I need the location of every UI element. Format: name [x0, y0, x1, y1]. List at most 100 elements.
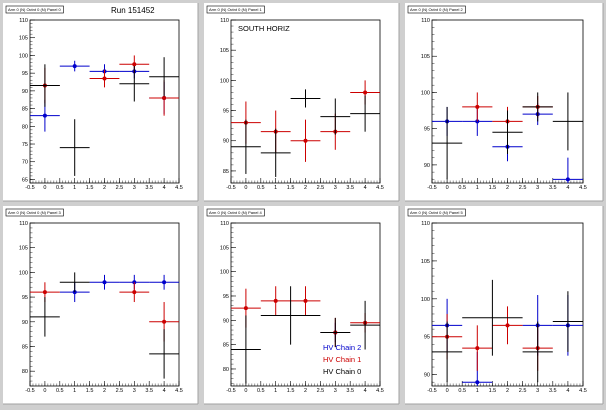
y-tick-label: 110	[220, 221, 229, 227]
x-tick-label: 3	[133, 185, 136, 191]
y-tick-label: 110	[421, 18, 430, 24]
data-point	[132, 290, 137, 295]
plot-frame	[29, 222, 180, 387]
y-tick-label: 110	[19, 18, 28, 24]
y-tick-label: 110	[19, 221, 28, 227]
y-tick-label: 95	[223, 109, 229, 115]
data-point	[475, 104, 480, 109]
series-2	[432, 279, 583, 383]
x-tick-label: 2.5	[519, 185, 527, 191]
x-tick-label: 0.5	[56, 388, 64, 394]
x-tick-label: 3.5	[549, 185, 557, 191]
series-0	[231, 80, 380, 162]
x-tick-label: 1.5	[489, 185, 497, 191]
pad-3: Arm 0 (N) Octnt 0 (N) Panel 2 -0.5 0 0.5 1 1.…	[405, 3, 604, 202]
y-tick-label: 100	[19, 270, 28, 276]
x-tick-label: 2.5	[317, 185, 325, 191]
x-tick-label: 2.5	[317, 388, 325, 394]
data-point	[505, 323, 510, 328]
x-tick-label: 0	[43, 388, 46, 394]
series-1	[231, 89, 380, 177]
legend-entry: HV Chain 0	[323, 367, 361, 376]
x-tick-label: 3	[334, 388, 337, 394]
x-tick-label: 0.5	[257, 185, 265, 191]
x-tick-label: -0.5	[427, 388, 436, 394]
y-tick-label: 85	[22, 107, 28, 113]
x-tick-label: 1	[73, 185, 76, 191]
x-tick-label: 4.5	[376, 185, 384, 191]
plot-frame	[29, 19, 180, 184]
data-point	[303, 298, 308, 303]
x-tick-label: 4	[163, 388, 166, 394]
y-tick-label: 100	[220, 78, 229, 84]
x-tick-label: 4.5	[175, 185, 183, 191]
pad-title-box	[5, 208, 64, 217]
x-tick-label: 2	[103, 388, 106, 394]
y-tick-label: 100	[421, 90, 430, 96]
pad-title-box	[407, 5, 466, 14]
pad-1: Arm 0 (N) Octnt 0 (N) Panel 0 -0.5 0 0.5 1 1.…	[3, 3, 199, 202]
y-tick-label: 95	[22, 295, 28, 301]
x-tick-label: 1.5	[287, 185, 295, 191]
pad-6: Arm 0 (N) Octnt 0 (N) Panel 5 -0.5 0 0.5 1 1.…	[405, 206, 604, 405]
x-tick-label: 0.5	[257, 388, 265, 394]
y-tick-label: 75	[22, 142, 28, 148]
y-tick-label: 90	[424, 163, 430, 169]
x-tick-label: 4.5	[579, 185, 587, 191]
x-tick-label: 0	[446, 185, 449, 191]
legend-entry: HV Chain 1	[323, 355, 361, 364]
y-tick-label: 95	[223, 294, 229, 300]
x-tick-label: -0.5	[25, 185, 34, 191]
x-tick-label: 4	[163, 185, 166, 191]
pad-title: Arm 0 (N) Octnt 0 (N) Panel 1	[209, 7, 262, 12]
y-tick-label: 105	[19, 246, 28, 252]
series-2	[30, 272, 179, 379]
pad-title: Arm 0 (N) Octnt 0 (N) Panel 2	[410, 7, 463, 12]
pad-title-box	[407, 208, 466, 217]
x-tick-label: 1	[274, 185, 277, 191]
y-tick-label: 105	[421, 54, 430, 60]
pad-5: Arm 0 (N) Octnt 0 (N) Panel 4 -0.5 0 0.5 1 1.…	[204, 206, 400, 405]
x-tick-label: 3.5	[346, 388, 354, 394]
y-tick-label: 100	[19, 53, 28, 59]
x-tick-label: -0.5	[427, 185, 436, 191]
data-point	[132, 62, 137, 67]
y-tick-label: 80	[22, 369, 28, 375]
data-point	[273, 298, 278, 303]
series-layer	[432, 279, 583, 386]
pad-title-box	[206, 5, 265, 14]
y-tick-label: 80	[22, 124, 28, 130]
y-tick-label: 105	[19, 36, 28, 42]
x-tick-label: 1	[274, 388, 277, 394]
y-tick-label: 105	[220, 48, 229, 54]
x-tick-label: 3.5	[549, 388, 557, 394]
panel-label: SOUTH HORIZ	[238, 24, 290, 33]
data-point	[565, 177, 570, 182]
data-point	[363, 90, 368, 95]
series-layer	[432, 92, 583, 183]
y-tick-label: 90	[22, 89, 28, 95]
y-tick-label: 100	[220, 270, 229, 276]
y-tick-label: 90	[22, 320, 28, 326]
x-tick-label: 0	[43, 185, 46, 191]
x-tick-label: 2	[506, 388, 509, 394]
x-tick-label: 1	[476, 388, 479, 394]
data-point	[72, 64, 77, 69]
data-point	[475, 346, 480, 351]
x-tick-label: 4	[364, 388, 367, 394]
plot-frame	[431, 222, 584, 387]
data-point	[475, 380, 480, 385]
x-tick-label: 0	[244, 388, 247, 394]
y-tick-label: 80	[223, 367, 229, 373]
x-tick-label: 3.5	[145, 185, 153, 191]
y-tick-label: 105	[421, 259, 430, 265]
x-tick-label: 3	[536, 388, 539, 394]
data-point	[303, 138, 308, 143]
y-tick-label: 95	[424, 127, 430, 133]
y-tick-label: 85	[22, 344, 28, 350]
series-layer	[231, 286, 380, 384]
x-tick-label: 4.5	[579, 388, 587, 394]
series-layer	[30, 272, 179, 379]
data-point	[102, 76, 107, 81]
x-tick-label: 2	[506, 185, 509, 191]
